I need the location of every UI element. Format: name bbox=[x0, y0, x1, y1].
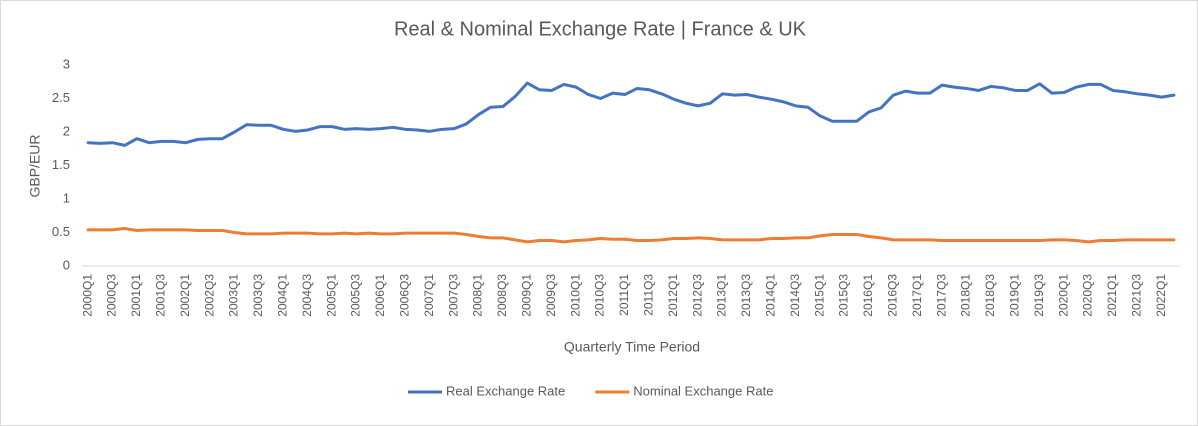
x-tick-label: 2021Q1 bbox=[1105, 274, 1119, 317]
x-tick-label: 2020Q1 bbox=[1056, 274, 1070, 317]
x-tick-label: 2002Q3 bbox=[202, 274, 216, 317]
x-tick-label: 2007Q1 bbox=[422, 274, 436, 317]
x-tick-label: 2011Q1 bbox=[617, 274, 631, 316]
x-tick-label: 2005Q3 bbox=[349, 274, 363, 317]
x-tick-label: 2018Q3 bbox=[983, 274, 997, 317]
x-tick-label: 2005Q1 bbox=[324, 274, 338, 317]
x-tick-label: 2018Q1 bbox=[959, 274, 973, 317]
legend-label: Nominal Exchange Rate bbox=[633, 383, 773, 398]
y-tick-label: 3 bbox=[63, 56, 70, 71]
x-tick-label: 2007Q3 bbox=[446, 274, 460, 317]
x-tick-label: 2003Q3 bbox=[251, 274, 265, 317]
x-tick-label: 2016Q3 bbox=[885, 274, 899, 317]
x-tick-label: 2001Q3 bbox=[153, 274, 167, 317]
x-tick-label: 2010Q3 bbox=[593, 274, 607, 317]
x-tick-label: 2016Q1 bbox=[861, 274, 875, 317]
x-tick-label: 2021Q3 bbox=[1129, 274, 1143, 317]
x-tick-label: 2012Q1 bbox=[666, 274, 680, 317]
x-tick-label: 2019Q3 bbox=[1032, 274, 1046, 317]
x-tick-label: 2015Q3 bbox=[837, 274, 851, 317]
y-tick-label: 1.5 bbox=[52, 157, 70, 172]
x-tick-label: 2002Q1 bbox=[178, 274, 192, 317]
x-tick-label: 2006Q3 bbox=[397, 274, 411, 317]
y-tick-label: 2 bbox=[63, 123, 70, 138]
x-tick-label: 2017Q3 bbox=[934, 274, 948, 317]
x-tick-label: 2008Q1 bbox=[471, 274, 485, 317]
x-tick-label: 2010Q1 bbox=[568, 274, 582, 317]
x-tick-label: 2022Q1 bbox=[1154, 274, 1168, 317]
x-tick-label: 2008Q3 bbox=[495, 274, 509, 317]
x-tick-label: 2000Q3 bbox=[105, 274, 119, 317]
x-tick-label: 2000Q1 bbox=[80, 274, 94, 317]
y-tick-label: 2.5 bbox=[52, 90, 70, 105]
series-line bbox=[86, 81, 1176, 147]
x-tick-label: 2004Q3 bbox=[300, 274, 314, 317]
x-tick-label: 2006Q1 bbox=[373, 274, 387, 317]
y-tick-label: 0.5 bbox=[52, 224, 70, 239]
y-tick-label: 1 bbox=[63, 190, 70, 205]
x-tick-label: 2013Q3 bbox=[739, 274, 753, 317]
y-axis-title: GBP/EUR bbox=[27, 134, 43, 197]
x-tick-label: 2017Q1 bbox=[910, 274, 924, 317]
x-tick-label: 2004Q1 bbox=[275, 274, 289, 317]
x-tick-label: 2014Q1 bbox=[763, 274, 777, 317]
x-tick-label: 2019Q1 bbox=[1007, 274, 1021, 317]
x-tick-label: 2003Q1 bbox=[227, 274, 241, 317]
chart-title: Real & Nominal Exchange Rate | France & … bbox=[394, 18, 807, 40]
series-line bbox=[86, 226, 1176, 244]
x-axis-title: Quarterly Time Period bbox=[564, 339, 700, 355]
y-tick-label: 0 bbox=[63, 257, 70, 272]
x-tick-label: 2001Q1 bbox=[129, 274, 143, 317]
x-tick-label: 2009Q3 bbox=[544, 274, 558, 317]
x-tick-label: 2014Q3 bbox=[788, 274, 802, 317]
legend-label: Real Exchange Rate bbox=[446, 383, 565, 398]
x-tick-label: 2012Q3 bbox=[690, 274, 704, 317]
x-tick-label: 2020Q3 bbox=[1081, 274, 1095, 317]
x-tick-label: 2015Q1 bbox=[812, 274, 826, 317]
x-tick-label: 2009Q1 bbox=[519, 274, 533, 317]
x-tick-label: 2011Q3 bbox=[641, 274, 655, 316]
x-tick-label: 2013Q1 bbox=[715, 274, 729, 317]
